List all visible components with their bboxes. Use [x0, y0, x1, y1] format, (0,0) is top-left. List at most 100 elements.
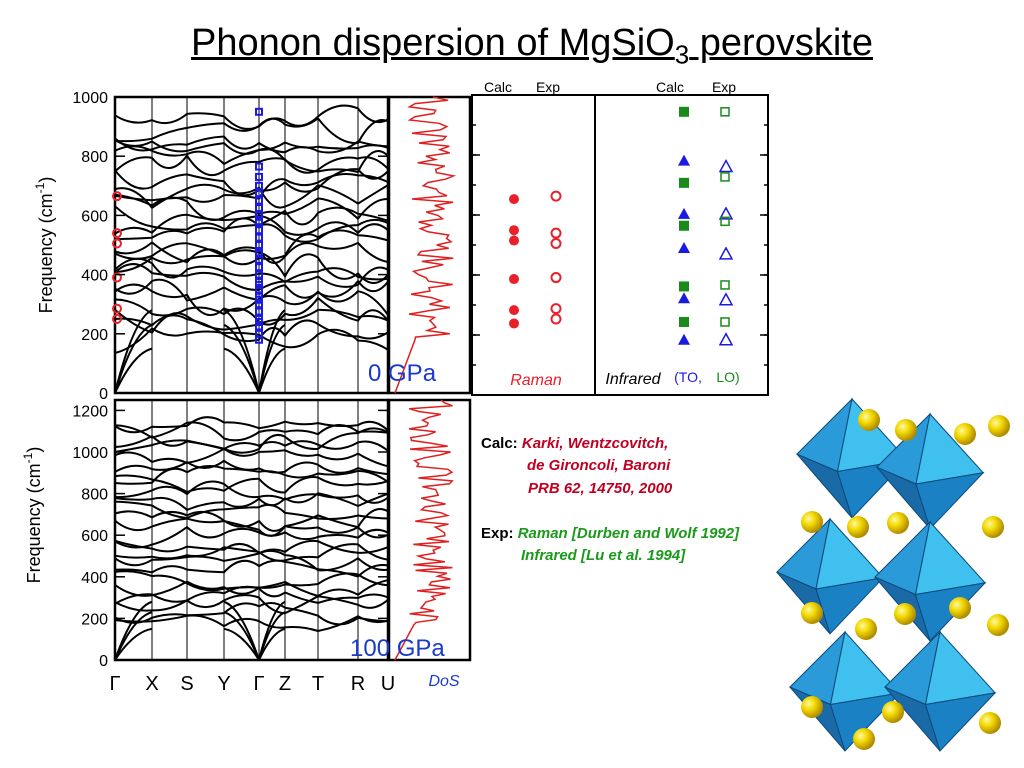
kpoint-label: X	[145, 673, 158, 695]
phonon-band	[114, 447, 389, 468]
raman-label: Raman	[510, 372, 562, 389]
raman-exp-point	[112, 238, 122, 249]
raman-calc-point	[509, 318, 519, 329]
bottom-dispersion-panel: 0 200 400 600 800 1000 1200 100 GPa Frequency …	[21, 398, 472, 695]
ir-to-exp-point	[718, 206, 734, 220]
atom-sphere	[887, 512, 909, 534]
ir-calc-header: Calc	[656, 79, 684, 95]
ir-exp-point	[255, 292, 263, 301]
bottom-dos-curve	[394, 399, 454, 661]
atom-sphere	[949, 597, 971, 619]
octahedron-face	[915, 472, 985, 530]
phonon-band	[114, 492, 389, 512]
phonon-band	[114, 465, 389, 485]
atom-sphere	[894, 603, 916, 625]
raman-exp-point	[550, 238, 562, 250]
y-tick-label: 200	[81, 611, 108, 628]
ir-to-exp-point	[718, 292, 734, 306]
ir-exp-point	[255, 204, 263, 212]
phonon-band	[114, 614, 389, 633]
top-dispersion-panel: 0 200 400 600 800 1000 0 GPa Frequency (cm-1)	[33, 90, 472, 403]
y-tick-label: 600	[81, 528, 108, 545]
ir-exp-point	[255, 162, 263, 171]
slide-title: Phonon dispersion of MgSiO3 perovskite	[191, 22, 873, 70]
raman-exp-point	[112, 228, 122, 239]
raman-exp-point	[550, 313, 562, 325]
phonon-band	[114, 257, 389, 284]
y-tick-label: 0	[99, 386, 108, 403]
ir-exp-point	[255, 285, 263, 294]
top-experimental-points	[112, 107, 263, 344]
atom-sphere	[801, 602, 823, 624]
ir-to-exp-point	[718, 158, 734, 173]
phonon-band	[114, 213, 389, 236]
ir-exp-point	[255, 270, 263, 279]
ir-to-calc-point	[678, 154, 690, 166]
phonon-band	[114, 508, 389, 532]
phonon-band	[114, 500, 389, 521]
raman-exp-point	[550, 303, 562, 315]
phonon-band	[114, 183, 389, 210]
y-tick-label: 1000	[72, 90, 108, 107]
kpoint-label: U	[381, 673, 395, 695]
y-tick-label: 1200	[72, 403, 108, 420]
exp-reference-line-1: Raman [Durben and Wolf 1992]	[517, 525, 740, 542]
phonon-band	[114, 543, 389, 562]
ir-exp-point	[255, 248, 263, 257]
acoustic-branch	[258, 600, 286, 661]
y-tick-label: 800	[81, 487, 108, 504]
phonon-band	[114, 283, 389, 317]
octahedron-face	[829, 692, 902, 752]
phonon-band	[114, 229, 389, 266]
raman-exp-point	[550, 190, 562, 202]
acoustic-branch	[114, 600, 153, 661]
kpoint-label: S	[180, 673, 193, 695]
phonon-band	[114, 602, 389, 626]
phonon-band	[114, 594, 389, 615]
ir-exp-point	[255, 218, 263, 227]
ir-exp-point	[255, 300, 263, 309]
ir-exp-point	[255, 172, 263, 181]
raman-calc-header: Calc	[484, 79, 512, 95]
ir-exp-point	[255, 211, 263, 220]
kpoint-label: Z	[279, 673, 291, 695]
to-label: (TO,	[674, 369, 702, 385]
exp-reference-label: Exp:	[481, 525, 514, 542]
acoustic-branch	[258, 309, 286, 394]
atom-sphere	[954, 423, 976, 445]
ir-to-calc-point	[678, 292, 690, 304]
atom-sphere	[855, 618, 877, 640]
atom-sphere	[882, 701, 904, 723]
kpoint-label: Y	[217, 673, 230, 695]
phonon-band	[114, 135, 389, 154]
raman-exp-point	[112, 303, 122, 314]
ir-lo-calc-point	[679, 177, 689, 188]
ir-to-exp-point	[718, 332, 734, 346]
ir-exp-point	[255, 241, 263, 249]
phonon-band	[114, 459, 389, 476]
ir-lo-exp-point	[720, 280, 730, 290]
y-tick-label: 200	[81, 327, 108, 344]
ir-exp-point	[255, 315, 263, 323]
ir-exp-header: Exp	[712, 79, 736, 95]
phonon-band	[114, 480, 389, 504]
ir-to-exp-point	[718, 246, 734, 260]
phonon-band	[114, 525, 389, 549]
atom-sphere	[801, 511, 823, 533]
phonon-band	[114, 153, 389, 176]
bottom-y-axis: 0 200 400 600 800 1000 1200	[72, 403, 388, 670]
calc-reference-line-3: PRB 62, 14750, 2000	[528, 480, 673, 497]
mode-frequency-panel: Calc Exp Calc Exp Raman Infrared (TO, LO…	[471, 79, 769, 396]
ir-to-calc-point	[678, 241, 690, 253]
atom-sphere	[982, 516, 1004, 538]
acoustic-branch	[114, 347, 153, 394]
phonon-band	[114, 559, 389, 578]
atom-sphere	[801, 696, 823, 718]
ir-exp-point	[255, 226, 263, 235]
raman-exp-point	[112, 272, 122, 283]
calc-reference-line-2: de Gironcoli, Baroni	[527, 457, 671, 474]
calc-reference-label: Calc:	[481, 435, 518, 452]
ir-to-calc-point	[678, 207, 690, 219]
top-pressure-label: 0 GPa	[368, 360, 437, 387]
